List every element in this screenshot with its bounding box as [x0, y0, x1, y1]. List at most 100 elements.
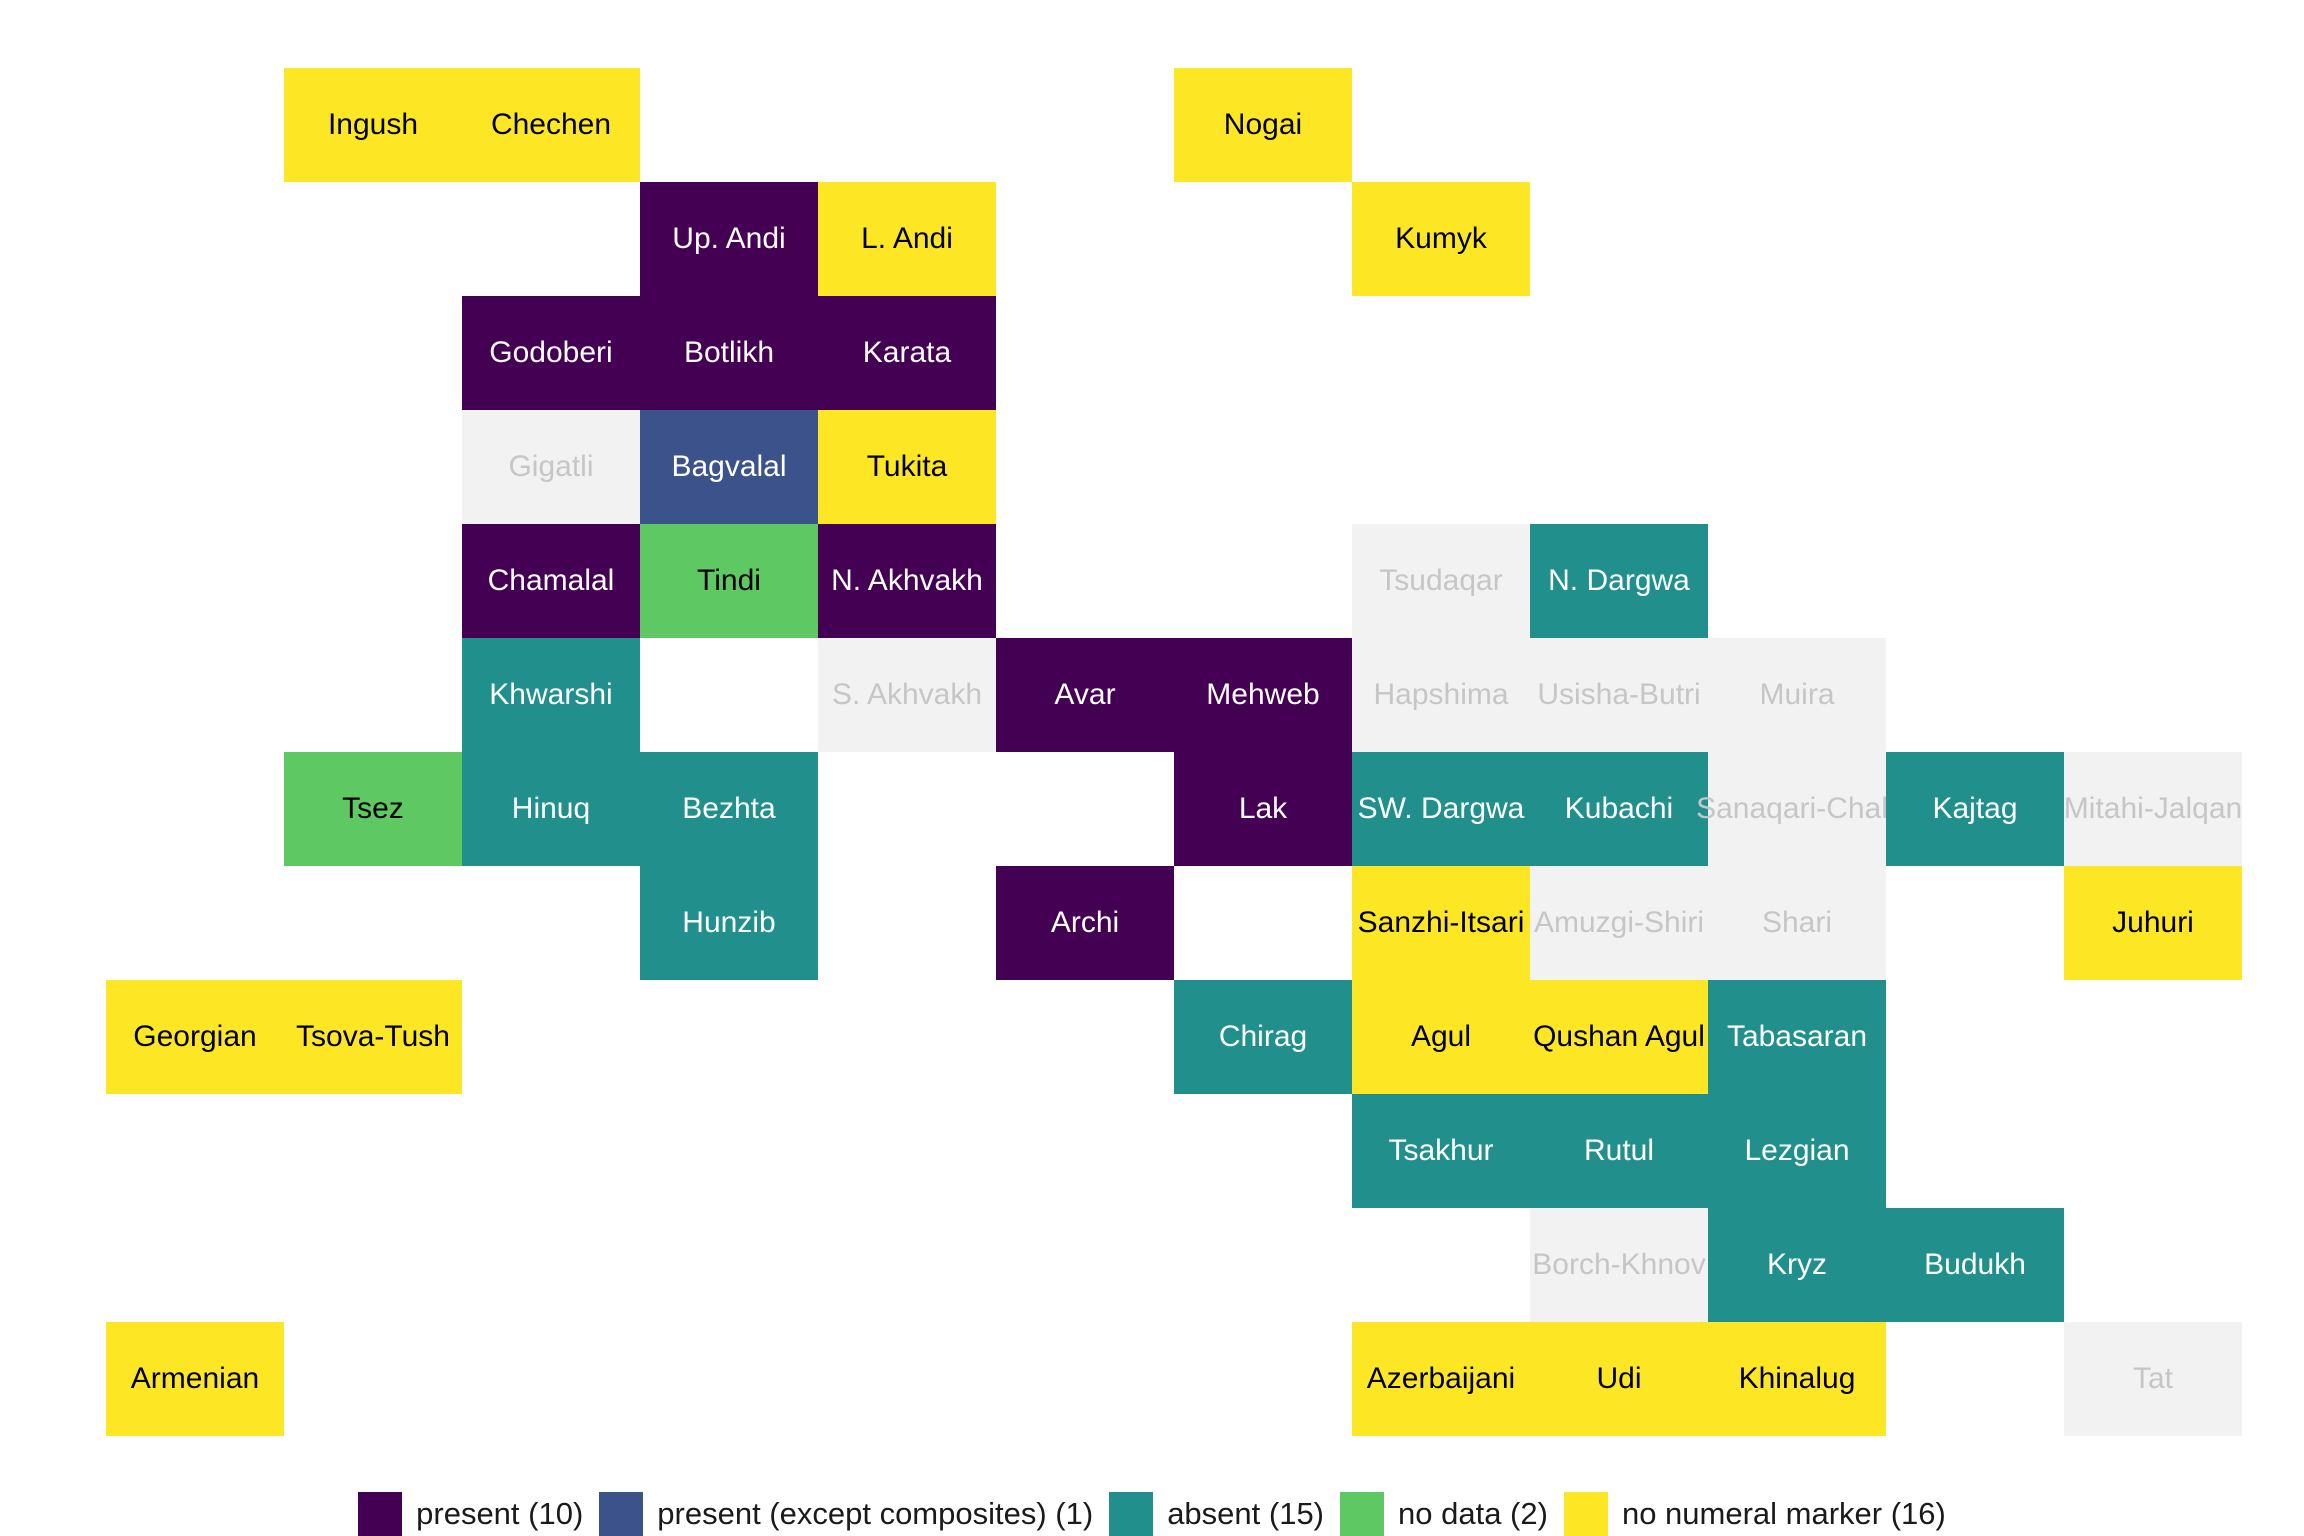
- grid-cell: Tabasaran: [1708, 980, 1886, 1094]
- grid-cell: Bezhta: [640, 752, 818, 866]
- cell-label: Hinuq: [511, 792, 591, 825]
- legend-label: no numeral marker (16): [1621, 1496, 1946, 1531]
- cell-label: Amuzgi-Shiri: [1533, 906, 1705, 939]
- cell-label: Armenian: [130, 1362, 260, 1395]
- grid-cell: SW. Dargwa: [1352, 752, 1530, 866]
- grid-cell: Tat: [2064, 1322, 2242, 1436]
- cell-label: Rutul: [1583, 1134, 1655, 1167]
- grid-cell: Qushan Agul: [1530, 980, 1708, 1094]
- cell-label: Tat: [2132, 1362, 2174, 1395]
- cell-label: L. Andi: [861, 222, 953, 255]
- grid-cell: Tsova-Tush: [284, 980, 462, 1094]
- cell-label: Mitahi-Jalqan: [2063, 792, 2243, 825]
- grid-cell: Chirag: [1174, 980, 1352, 1094]
- cell-label: Tindi: [697, 564, 761, 597]
- legend-swatch: [1563, 1492, 1608, 1536]
- cell-label: Tsakhur: [1388, 1134, 1494, 1167]
- grid-cell: Udi: [1530, 1322, 1708, 1436]
- grid-cell: Bagvalal: [640, 410, 818, 524]
- grid-cell: Chechen: [462, 68, 640, 182]
- grid-cell: Amuzgi-Shiri: [1530, 866, 1708, 980]
- grid-cell: L. Andi: [818, 182, 996, 296]
- grid-cell: Borch-Khnov: [1530, 1208, 1708, 1322]
- grid-cell: Up. Andi: [640, 182, 818, 296]
- cell-label: Sanzhi-Itsari: [1357, 906, 1525, 939]
- cell-label: Archi: [1050, 906, 1120, 939]
- legend-label: present (except composites) (1): [657, 1496, 1094, 1531]
- grid-cell: Tsudaqar: [1352, 524, 1530, 638]
- grid-cell: Budukh: [1886, 1208, 2064, 1322]
- grid-cell: Mitahi-Jalqan: [2064, 752, 2242, 866]
- grid-cell: Tsakhur: [1352, 1094, 1530, 1208]
- cell-label: Borch-Khnov: [1532, 1248, 1706, 1281]
- grid-cell: Kajtag: [1886, 752, 2064, 866]
- cell-label: Chamalal: [487, 564, 615, 597]
- cell-label: Shari: [1761, 906, 1833, 939]
- grid-cell: Tukita: [818, 410, 996, 524]
- cell-label: Botlikh: [683, 336, 775, 369]
- grid-cell: Sanaqari-Chah: [1696, 752, 1898, 866]
- grid-cell: Archi: [996, 866, 1174, 980]
- grid-cell: Godoberi: [462, 296, 640, 410]
- cell-label: Bagvalal: [671, 450, 787, 483]
- grid-cell: Agul: [1352, 980, 1530, 1094]
- grid-cell: Chamalal: [462, 524, 640, 638]
- cell-label: N. Akhvakh: [831, 564, 983, 597]
- grid-cell: Gigatli: [462, 410, 640, 524]
- cell-label: Kubachi: [1564, 792, 1674, 825]
- cell-label: N. Dargwa: [1548, 564, 1690, 597]
- legend-item: absent (15): [1109, 1492, 1324, 1536]
- cell-label: Avar: [1054, 678, 1116, 711]
- grid-cell: Khwarshi: [462, 638, 640, 752]
- cell-label: Chirag: [1218, 1020, 1308, 1053]
- grid-cell: S. Akhvakh: [818, 638, 996, 752]
- grid-cell: Khinalug: [1708, 1322, 1886, 1436]
- grid-cell: Rutul: [1530, 1094, 1708, 1208]
- cell-label: Sanaqari-Chah: [1696, 792, 1898, 825]
- legend-item: present (except composites) (1): [599, 1492, 1093, 1536]
- cell-label: Mehweb: [1206, 678, 1320, 711]
- cell-label: Lezgian: [1744, 1134, 1850, 1167]
- grid-cell: Lak: [1174, 752, 1352, 866]
- grid-cell: Sanzhi-Itsari: [1352, 866, 1530, 980]
- grid-cell: Tsez: [284, 752, 462, 866]
- legend-swatch: [1340, 1492, 1385, 1536]
- grid-cell: Usisha-Butri: [1530, 638, 1708, 752]
- cell-label: Tukita: [866, 450, 948, 483]
- grid-cell: N. Akhvakh: [818, 524, 996, 638]
- cell-label: Lak: [1238, 792, 1288, 825]
- cell-label: Udi: [1596, 1362, 1642, 1395]
- cell-label: Up. Andi: [672, 222, 786, 255]
- cell-label: Karata: [862, 336, 952, 369]
- cell-label: Nogai: [1223, 108, 1303, 141]
- cell-label: SW. Dargwa: [1357, 792, 1525, 825]
- grid-cell: Armenian: [106, 1322, 284, 1436]
- legend-label: absent (15): [1167, 1496, 1325, 1531]
- legend-swatch: [1109, 1492, 1154, 1536]
- grid-cell: Karata: [818, 296, 996, 410]
- cell-label: Tsova-Tush: [296, 1020, 450, 1053]
- legend-swatch: [599, 1492, 644, 1536]
- cell-label: Juhuri: [2112, 906, 2194, 939]
- grid-cell: Avar: [996, 638, 1174, 752]
- legend-label: present (10): [416, 1496, 584, 1531]
- cell-label: Khwarshi: [489, 678, 613, 711]
- grid-cell: Tindi: [640, 524, 818, 638]
- cell-label: Godoberi: [489, 336, 613, 369]
- grid-cell: Muira: [1708, 638, 1886, 752]
- cell-label: Muira: [1759, 678, 1835, 711]
- cell-label: Kumyk: [1395, 222, 1487, 255]
- cell-label: Gigatli: [508, 450, 594, 483]
- cell-label: Tsez: [342, 792, 404, 825]
- cell-label: Hunzib: [682, 906, 776, 939]
- legend-item: present (10): [358, 1492, 583, 1536]
- legend-item: no data (2): [1340, 1492, 1548, 1536]
- cell-label: Qushan Agul: [1533, 1020, 1705, 1053]
- grid-cell: Hunzib: [640, 866, 818, 980]
- grid-cell: Botlikh: [640, 296, 818, 410]
- cell-label: Ingush: [327, 108, 419, 141]
- grid-cell: Nogai: [1174, 68, 1352, 182]
- cell-label: Azerbaijani: [1366, 1362, 1516, 1395]
- cell-label: Usisha-Butri: [1537, 678, 1701, 711]
